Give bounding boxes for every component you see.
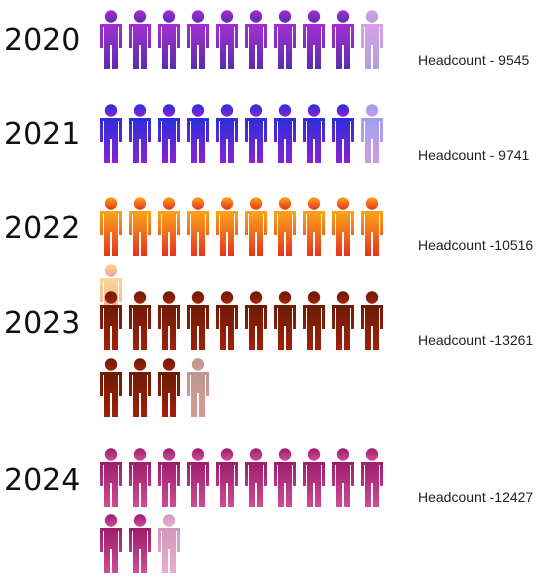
person-icon	[100, 291, 122, 350]
person-icon	[187, 10, 209, 69]
person-icon	[158, 10, 180, 69]
person-icon	[158, 104, 180, 163]
person-icon	[216, 291, 238, 350]
person-icon	[158, 291, 180, 350]
row-2021: 2021 Headcount - 9741	[4, 104, 530, 163]
headcount-label: Headcount - 9741	[418, 147, 530, 163]
person-icon	[129, 514, 151, 573]
year-label: 2022	[4, 211, 80, 246]
person-icon	[332, 104, 354, 163]
person-icon	[187, 104, 209, 163]
headcount-value: 13261	[494, 332, 533, 348]
person-icon	[332, 448, 354, 507]
person-icon	[129, 197, 151, 256]
person-icon	[129, 448, 151, 507]
person-icon	[303, 10, 325, 69]
person-icon	[100, 104, 122, 163]
year-label: 2020	[4, 23, 80, 58]
partial-person-icon	[361, 104, 383, 163]
person-icon	[129, 358, 151, 417]
person-icon	[100, 514, 122, 573]
person-icon	[332, 197, 354, 256]
person-icon	[245, 104, 267, 163]
headcount-label: Headcount -13261	[418, 332, 533, 348]
headcount-value: 12427	[494, 489, 533, 505]
headcount-label: Headcount -10516	[418, 237, 533, 253]
headcount-value: 10516	[494, 237, 533, 253]
person-icon	[303, 197, 325, 256]
row-2022: 2022 Headcount -10516	[4, 197, 533, 323]
person-icon	[303, 291, 325, 350]
year-label: 2024	[4, 463, 80, 498]
person-icon	[303, 104, 325, 163]
person-icon	[100, 358, 122, 417]
person-icon	[361, 291, 383, 350]
person-icon	[216, 10, 238, 69]
row-2024: 2024 Headcount -12427	[4, 448, 533, 573]
person-icon	[303, 448, 325, 507]
person-icon	[216, 104, 238, 163]
year-label: 2023	[4, 306, 80, 341]
person-icon	[216, 448, 238, 507]
person-icon	[100, 10, 122, 69]
person-icon	[274, 448, 296, 507]
person-icon	[158, 197, 180, 256]
person-icon	[245, 291, 267, 350]
person-icon	[245, 197, 267, 256]
person-icon	[129, 104, 151, 163]
headcount-value: 9545	[498, 52, 529, 68]
person-icon	[187, 197, 209, 256]
person-icon	[158, 358, 180, 417]
person-icon	[332, 10, 354, 69]
year-label: 2021	[4, 117, 80, 152]
person-icon	[274, 104, 296, 163]
person-icon	[158, 448, 180, 507]
headcount-value: 9741	[498, 147, 529, 163]
person-icon	[216, 197, 238, 256]
person-icon	[100, 448, 122, 507]
partial-person-icon	[361, 10, 383, 69]
headcount-label: Headcount - 9545	[418, 52, 530, 68]
person-icon	[361, 197, 383, 256]
person-icon	[187, 448, 209, 507]
person-icon	[332, 291, 354, 350]
person-icon	[129, 291, 151, 350]
person-icon	[245, 448, 267, 507]
person-icon	[274, 197, 296, 256]
person-icon	[274, 10, 296, 69]
person-icon	[129, 10, 151, 69]
partial-person-icon	[187, 358, 209, 417]
partial-person-icon	[158, 514, 180, 573]
person-icon	[100, 197, 122, 256]
row-2023: 2023 Headcount -13261	[4, 291, 533, 417]
person-icon	[274, 291, 296, 350]
person-icon	[361, 448, 383, 507]
person-icon	[187, 291, 209, 350]
person-icon	[245, 10, 267, 69]
headcount-label: Headcount -12427	[418, 489, 533, 505]
row-2020: 2020 Headcount - 9545	[4, 10, 530, 69]
